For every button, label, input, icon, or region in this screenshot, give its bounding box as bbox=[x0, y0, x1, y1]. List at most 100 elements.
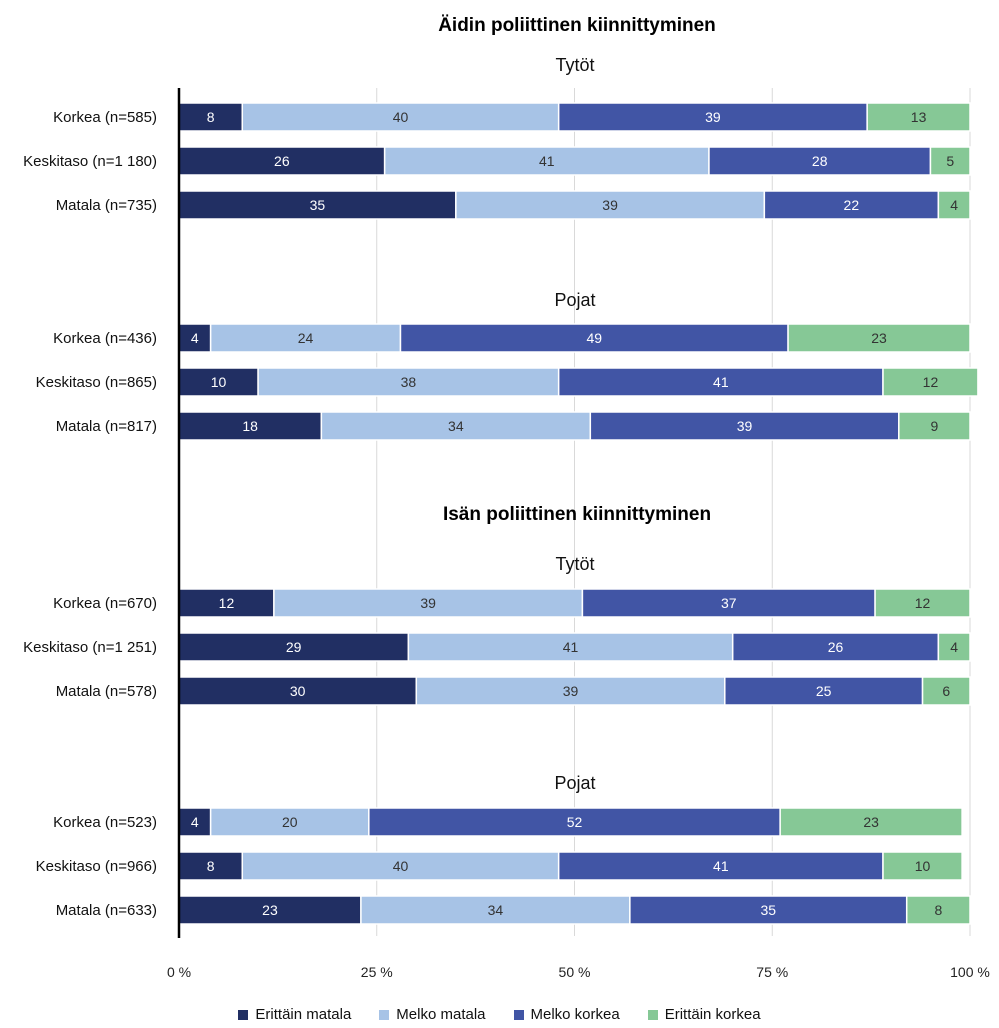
bar-segment bbox=[407, 632, 734, 662]
data-label: 22 bbox=[844, 197, 860, 213]
bar-segment bbox=[629, 895, 908, 925]
data-label: 23 bbox=[863, 814, 879, 830]
bar-segment bbox=[874, 588, 971, 618]
bar-segment bbox=[273, 588, 584, 618]
row-label: Keskitaso (n=1 180) bbox=[23, 153, 157, 170]
x-tick-label: 25 % bbox=[361, 964, 393, 980]
bar-segment bbox=[905, 895, 971, 925]
data-label: 41 bbox=[563, 639, 579, 655]
legend-item: Erittäin korkea bbox=[647, 1006, 761, 1023]
data-label: 10 bbox=[915, 858, 931, 874]
bar-segment bbox=[241, 851, 560, 881]
data-label: 34 bbox=[448, 418, 464, 434]
data-label: 8 bbox=[207, 109, 215, 125]
data-label: 12 bbox=[219, 595, 235, 611]
group-title: Pojat bbox=[554, 773, 595, 793]
bar-segment bbox=[383, 146, 710, 176]
data-label: 29 bbox=[286, 639, 302, 655]
data-label: 18 bbox=[242, 418, 258, 434]
bar-segment bbox=[178, 102, 244, 132]
data-label: 30 bbox=[290, 683, 306, 699]
row-label: Matala (n=633) bbox=[56, 902, 157, 919]
bar-segment bbox=[455, 190, 766, 220]
data-label: 8 bbox=[934, 902, 942, 918]
data-label: 4 bbox=[950, 639, 958, 655]
row-label: Korkea (n=436) bbox=[53, 330, 157, 347]
bar-segment bbox=[209, 323, 402, 353]
bar-segment bbox=[320, 411, 592, 441]
data-label: 13 bbox=[911, 109, 927, 125]
data-label: 28 bbox=[812, 153, 828, 169]
bar-segment bbox=[257, 367, 560, 397]
bar-segment bbox=[937, 190, 971, 220]
bar-segment bbox=[178, 851, 244, 881]
data-label: 38 bbox=[401, 374, 417, 390]
data-label: 10 bbox=[211, 374, 227, 390]
legend-label: Melko matala bbox=[396, 1006, 486, 1023]
bar-segment bbox=[178, 632, 410, 662]
data-label: 4 bbox=[950, 197, 958, 213]
legend-swatch bbox=[238, 1009, 249, 1020]
row-label: Korkea (n=670) bbox=[53, 595, 157, 612]
section-title: Isän poliittinen kiinnittyminen bbox=[443, 504, 711, 525]
data-label: 5 bbox=[946, 153, 954, 169]
x-tick-label: 0 % bbox=[167, 964, 191, 980]
legend-swatch bbox=[647, 1009, 658, 1020]
data-label: 20 bbox=[282, 814, 298, 830]
row-label: Matala (n=578) bbox=[56, 683, 157, 700]
group-title: Tytöt bbox=[555, 55, 594, 75]
data-label: 41 bbox=[713, 374, 729, 390]
bar-segment bbox=[557, 367, 884, 397]
row-label: Korkea (n=585) bbox=[53, 109, 157, 126]
bar-segment bbox=[787, 323, 971, 353]
bar-segment bbox=[921, 676, 971, 706]
x-tick-label: 75 % bbox=[756, 964, 788, 980]
data-label: 8 bbox=[207, 858, 215, 874]
data-label: 6 bbox=[942, 683, 950, 699]
bar-segment bbox=[763, 190, 940, 220]
legend-item: Melko korkea bbox=[513, 1006, 620, 1023]
bar-segment bbox=[882, 367, 979, 397]
data-label: 35 bbox=[310, 197, 326, 213]
bar-segment bbox=[178, 895, 362, 925]
bar-segment bbox=[866, 102, 971, 132]
data-label: 34 bbox=[488, 902, 504, 918]
bar-segment bbox=[557, 102, 868, 132]
data-label: 37 bbox=[721, 595, 737, 611]
row-label: Korkea (n=523) bbox=[53, 814, 157, 831]
row-label: Keskitaso (n=865) bbox=[36, 374, 157, 391]
data-label: 41 bbox=[539, 153, 555, 169]
data-label: 4 bbox=[191, 814, 199, 830]
data-label: 4 bbox=[191, 330, 199, 346]
legend-item: Melko matala bbox=[379, 1006, 486, 1023]
data-label: 23 bbox=[262, 902, 278, 918]
stacked-bar-chart: Äidin poliittinen kiinnittyminen Tytöt Kor… bbox=[23, 15, 990, 980]
legend-item: Erittäin matala bbox=[238, 1006, 351, 1023]
data-label: 39 bbox=[602, 197, 618, 213]
data-label: 12 bbox=[923, 374, 939, 390]
bar-segment bbox=[178, 411, 323, 441]
bar-segment bbox=[557, 851, 884, 881]
data-label: 26 bbox=[828, 639, 844, 655]
legend-label: Erittäin korkea bbox=[664, 1006, 761, 1023]
x-tick-label: 50 % bbox=[559, 964, 591, 980]
row-label: Keskitaso (n=966) bbox=[36, 858, 157, 875]
group-title: Tytöt bbox=[555, 554, 594, 574]
data-label: 39 bbox=[563, 683, 579, 699]
legend-label: Melko korkea bbox=[530, 1006, 620, 1023]
bar-segment bbox=[882, 851, 963, 881]
data-label: 12 bbox=[915, 595, 931, 611]
group-title: Pojat bbox=[554, 290, 595, 310]
data-label: 41 bbox=[713, 858, 729, 874]
section-title: Äidin poliittinen kiinnittyminen bbox=[438, 15, 716, 36]
data-label: 9 bbox=[931, 418, 939, 434]
data-label: 52 bbox=[567, 814, 583, 830]
data-label: 39 bbox=[737, 418, 753, 434]
row-label: Keskitaso (n=1 251) bbox=[23, 639, 157, 656]
x-tick-label: 100 % bbox=[950, 964, 990, 980]
bar-segment bbox=[178, 588, 275, 618]
data-label: 26 bbox=[274, 153, 290, 169]
bar-segment bbox=[929, 146, 971, 176]
data-label: 49 bbox=[586, 330, 602, 346]
bar-segment bbox=[779, 807, 963, 837]
